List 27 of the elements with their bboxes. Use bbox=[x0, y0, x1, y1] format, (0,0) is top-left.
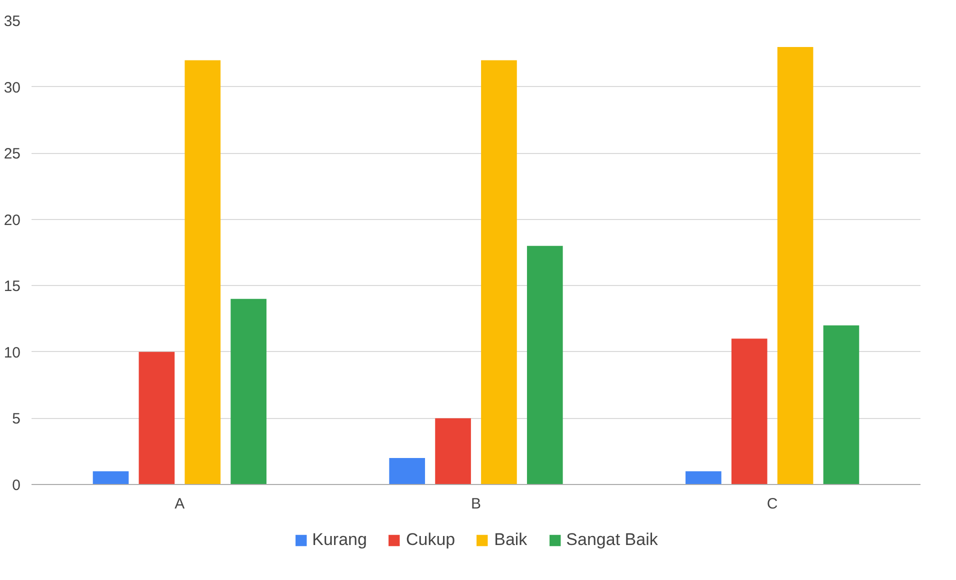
y-tick-label: 15 bbox=[4, 278, 21, 296]
y-tick-label: 10 bbox=[4, 344, 21, 362]
bar bbox=[731, 338, 768, 484]
bar bbox=[138, 352, 175, 484]
y-tick-label: 20 bbox=[4, 212, 21, 229]
bar bbox=[92, 471, 129, 484]
bar bbox=[777, 47, 814, 484]
x-tick-label: A bbox=[174, 496, 185, 512]
y-tick-label: 5 bbox=[12, 410, 20, 428]
y-tick-label: 35 bbox=[4, 13, 21, 30]
bar bbox=[389, 458, 426, 484]
bar bbox=[481, 60, 517, 484]
legend-label: Baik bbox=[494, 530, 528, 550]
legend-label: Kurang bbox=[312, 530, 367, 550]
legend-label: Cukup bbox=[406, 530, 456, 550]
y-tick-label: 0 bbox=[12, 477, 20, 494]
x-tick-label: C bbox=[766, 496, 778, 512]
bar bbox=[230, 298, 266, 484]
legend-label: Sangat Baik bbox=[566, 530, 658, 550]
bar bbox=[435, 418, 471, 484]
bar bbox=[823, 325, 860, 484]
y-tick-label: 25 bbox=[4, 146, 21, 163]
y-tick-label: 30 bbox=[4, 79, 21, 96]
bar bbox=[184, 60, 221, 484]
x-tick-label: B bbox=[471, 496, 482, 512]
bar bbox=[686, 471, 722, 484]
bar bbox=[526, 246, 563, 484]
